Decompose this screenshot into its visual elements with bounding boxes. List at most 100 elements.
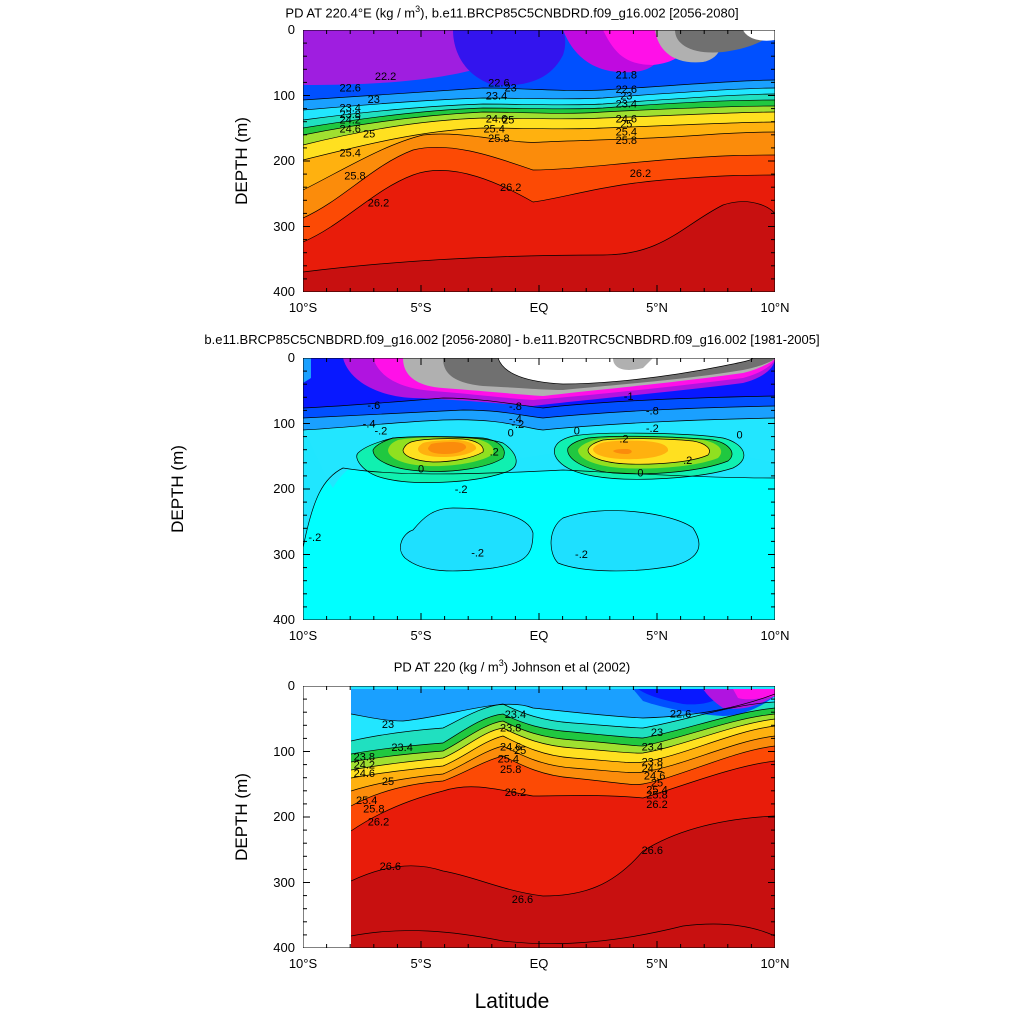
y-tick-label: 300 (273, 218, 295, 234)
contour-label: 23.4 (391, 742, 412, 754)
contour-label: 23 (620, 91, 632, 103)
y-tick-label: 0 (287, 350, 295, 365)
x-tick-label: EQ (529, 300, 549, 315)
panel1-title: PD AT 220.4°E (kg / m3), b.e11.BRCP85C5C… (285, 4, 739, 21)
x-tick-label: 10°S (288, 300, 318, 315)
y-tick-label: 300 (273, 546, 295, 562)
y-tick-label: 100 (273, 415, 295, 431)
contour-label: -.2 (374, 426, 387, 438)
contour-label: 24.6 (354, 768, 375, 780)
contour-label: 25.4 (356, 795, 377, 807)
panel3-title: PD AT 220 (kg / m3) Johnson et al (2002) (393, 658, 631, 675)
contour-label: 22.6 (616, 84, 637, 96)
contour-label: 26.2 (368, 817, 389, 829)
contour-label: 23.8 (500, 722, 521, 734)
y-tick-label: 100 (273, 743, 295, 759)
contour-label: 26.2 (500, 182, 521, 194)
contour-label: 23.4 (505, 709, 526, 721)
contour-label: 25.8 (500, 764, 521, 776)
contour-label: 22.2 (375, 71, 396, 83)
x-tick-label: 10°N (760, 300, 790, 315)
contour-label: 25 (382, 776, 394, 788)
contour-label: 23 (651, 727, 663, 739)
contour-label: 0 (574, 426, 580, 438)
x-tick-label: EQ (529, 628, 549, 643)
contour-label: -.4 (509, 413, 522, 425)
contour-label: 24.6 (616, 113, 637, 125)
contour-label: 23.8 (354, 752, 375, 764)
y-tick-label: 400 (273, 940, 295, 955)
contour-label: 24.2 (339, 115, 360, 127)
x-tick-label: 10°S (288, 956, 318, 971)
contour-label: 23 (505, 83, 517, 95)
contour-label: 24.2 (354, 760, 375, 772)
contour-label: 23.4 (339, 102, 360, 114)
contour-label: 25.8 (344, 170, 365, 182)
y-tick-label: 200 (273, 153, 295, 168)
panel2-title: b.e11.BRCP85C5CNBDRD.f09_g16.002 [2056-2… (204, 332, 820, 347)
contour-label: 25.4 (616, 127, 637, 139)
contour-label: 25 (514, 745, 526, 757)
contour-label: 25.8 (616, 135, 637, 147)
y-tick-label: 0 (287, 678, 295, 693)
x-tick-label: 10°N (760, 956, 790, 971)
x-tick-label: 10°N (760, 628, 790, 643)
contour-label: 25.8 (363, 803, 384, 815)
contour-label: 26.2 (646, 799, 667, 811)
contour-label: 22.6 (339, 83, 360, 95)
contour-label: -.2 (455, 484, 468, 496)
contour-label: 22.6 (670, 709, 691, 721)
contour-label: 26.2 (368, 197, 389, 209)
contour-label: 24.6 (339, 123, 360, 135)
panel1-ylabel: DEPTH (m) (232, 117, 251, 205)
contour-label: 26.6 (642, 845, 663, 857)
contour-label: 25.4 (498, 754, 519, 766)
tick-marks (303, 686, 775, 948)
contour-label: 25.4 (483, 123, 504, 135)
contour-label: 24.2 (642, 763, 663, 775)
contour-label: 25.8 (488, 133, 509, 145)
contour-label: -.2 (471, 548, 484, 560)
x-tick-label: 5°N (646, 956, 668, 971)
contour-label: 26.2 (630, 168, 651, 180)
contour-label: 26.6 (512, 894, 533, 906)
x-axis-label: Latitude (474, 990, 550, 1013)
contour-label: 24.6 (500, 741, 521, 753)
x-tick-label: EQ (529, 956, 549, 971)
x-tick-label: 5°N (646, 300, 668, 315)
y-tick-label: 200 (273, 481, 295, 496)
contour-label: 0 (737, 430, 743, 442)
y-tick-label: 0 (287, 22, 295, 37)
contour-label: .2 (683, 455, 692, 467)
contour-label: 24.6 (486, 113, 507, 125)
contour-label: 25.4 (339, 147, 360, 159)
contour-label: 23.4 (486, 91, 507, 103)
contour-label: 26.6 (380, 861, 401, 873)
contour-label: -1 (624, 391, 634, 403)
y-tick-label: 400 (273, 612, 295, 627)
y-tick-label: 100 (273, 87, 295, 103)
contour-label: 22.6 (488, 77, 509, 89)
contour-label: -.8 (646, 405, 659, 417)
contour-label: 0 (418, 464, 424, 476)
contour-label: 26.2 (505, 787, 526, 799)
contour-label: 23.4 (642, 741, 663, 753)
contour-label: 24.6 (644, 771, 665, 783)
y-tick-label: 400 (273, 284, 295, 299)
contour-label: 25.8 (646, 790, 667, 802)
y-tick-label: 300 (273, 874, 295, 890)
contour-label: 21.8 (616, 70, 637, 82)
contour-label: 23.8 (339, 109, 360, 121)
contour-label: .2 (490, 447, 499, 459)
x-tick-label: 5°S (410, 628, 432, 643)
contour-label: 25 (651, 777, 663, 789)
y-tick-label: 200 (273, 809, 295, 824)
contour-label: 25 (502, 115, 514, 127)
x-tick-label: 5°S (410, 956, 432, 971)
contour-label: 23 (382, 719, 394, 731)
panel3-ylabel: DEPTH (m) (232, 773, 251, 861)
contour-label: 0 (508, 428, 514, 440)
x-tick-label: 10°S (288, 628, 318, 643)
panel2-ylabel: DEPTH (m) (168, 445, 187, 533)
